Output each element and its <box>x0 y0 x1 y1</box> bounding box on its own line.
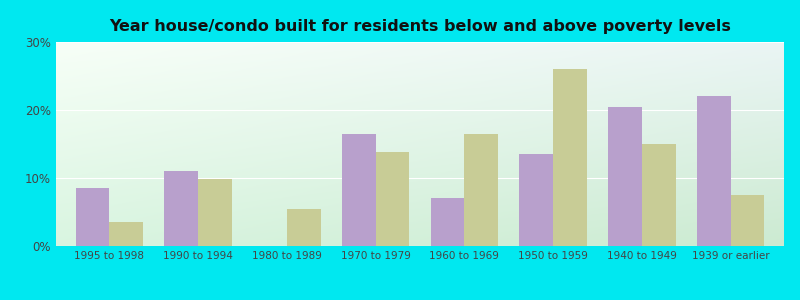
Bar <box>464 134 498 246</box>
Bar <box>342 134 376 246</box>
Bar <box>519 154 553 246</box>
Bar <box>75 188 110 246</box>
Bar <box>376 152 410 246</box>
Bar <box>430 198 464 246</box>
Bar <box>553 69 587 246</box>
Bar <box>642 144 676 246</box>
Bar <box>110 222 143 246</box>
Title: Year house/condo built for residents below and above poverty levels: Year house/condo built for residents bel… <box>109 19 731 34</box>
Bar <box>608 106 642 246</box>
Bar <box>697 96 730 246</box>
Bar <box>164 171 198 246</box>
Bar <box>730 195 765 246</box>
Bar <box>198 179 232 246</box>
Bar <box>287 208 321 246</box>
